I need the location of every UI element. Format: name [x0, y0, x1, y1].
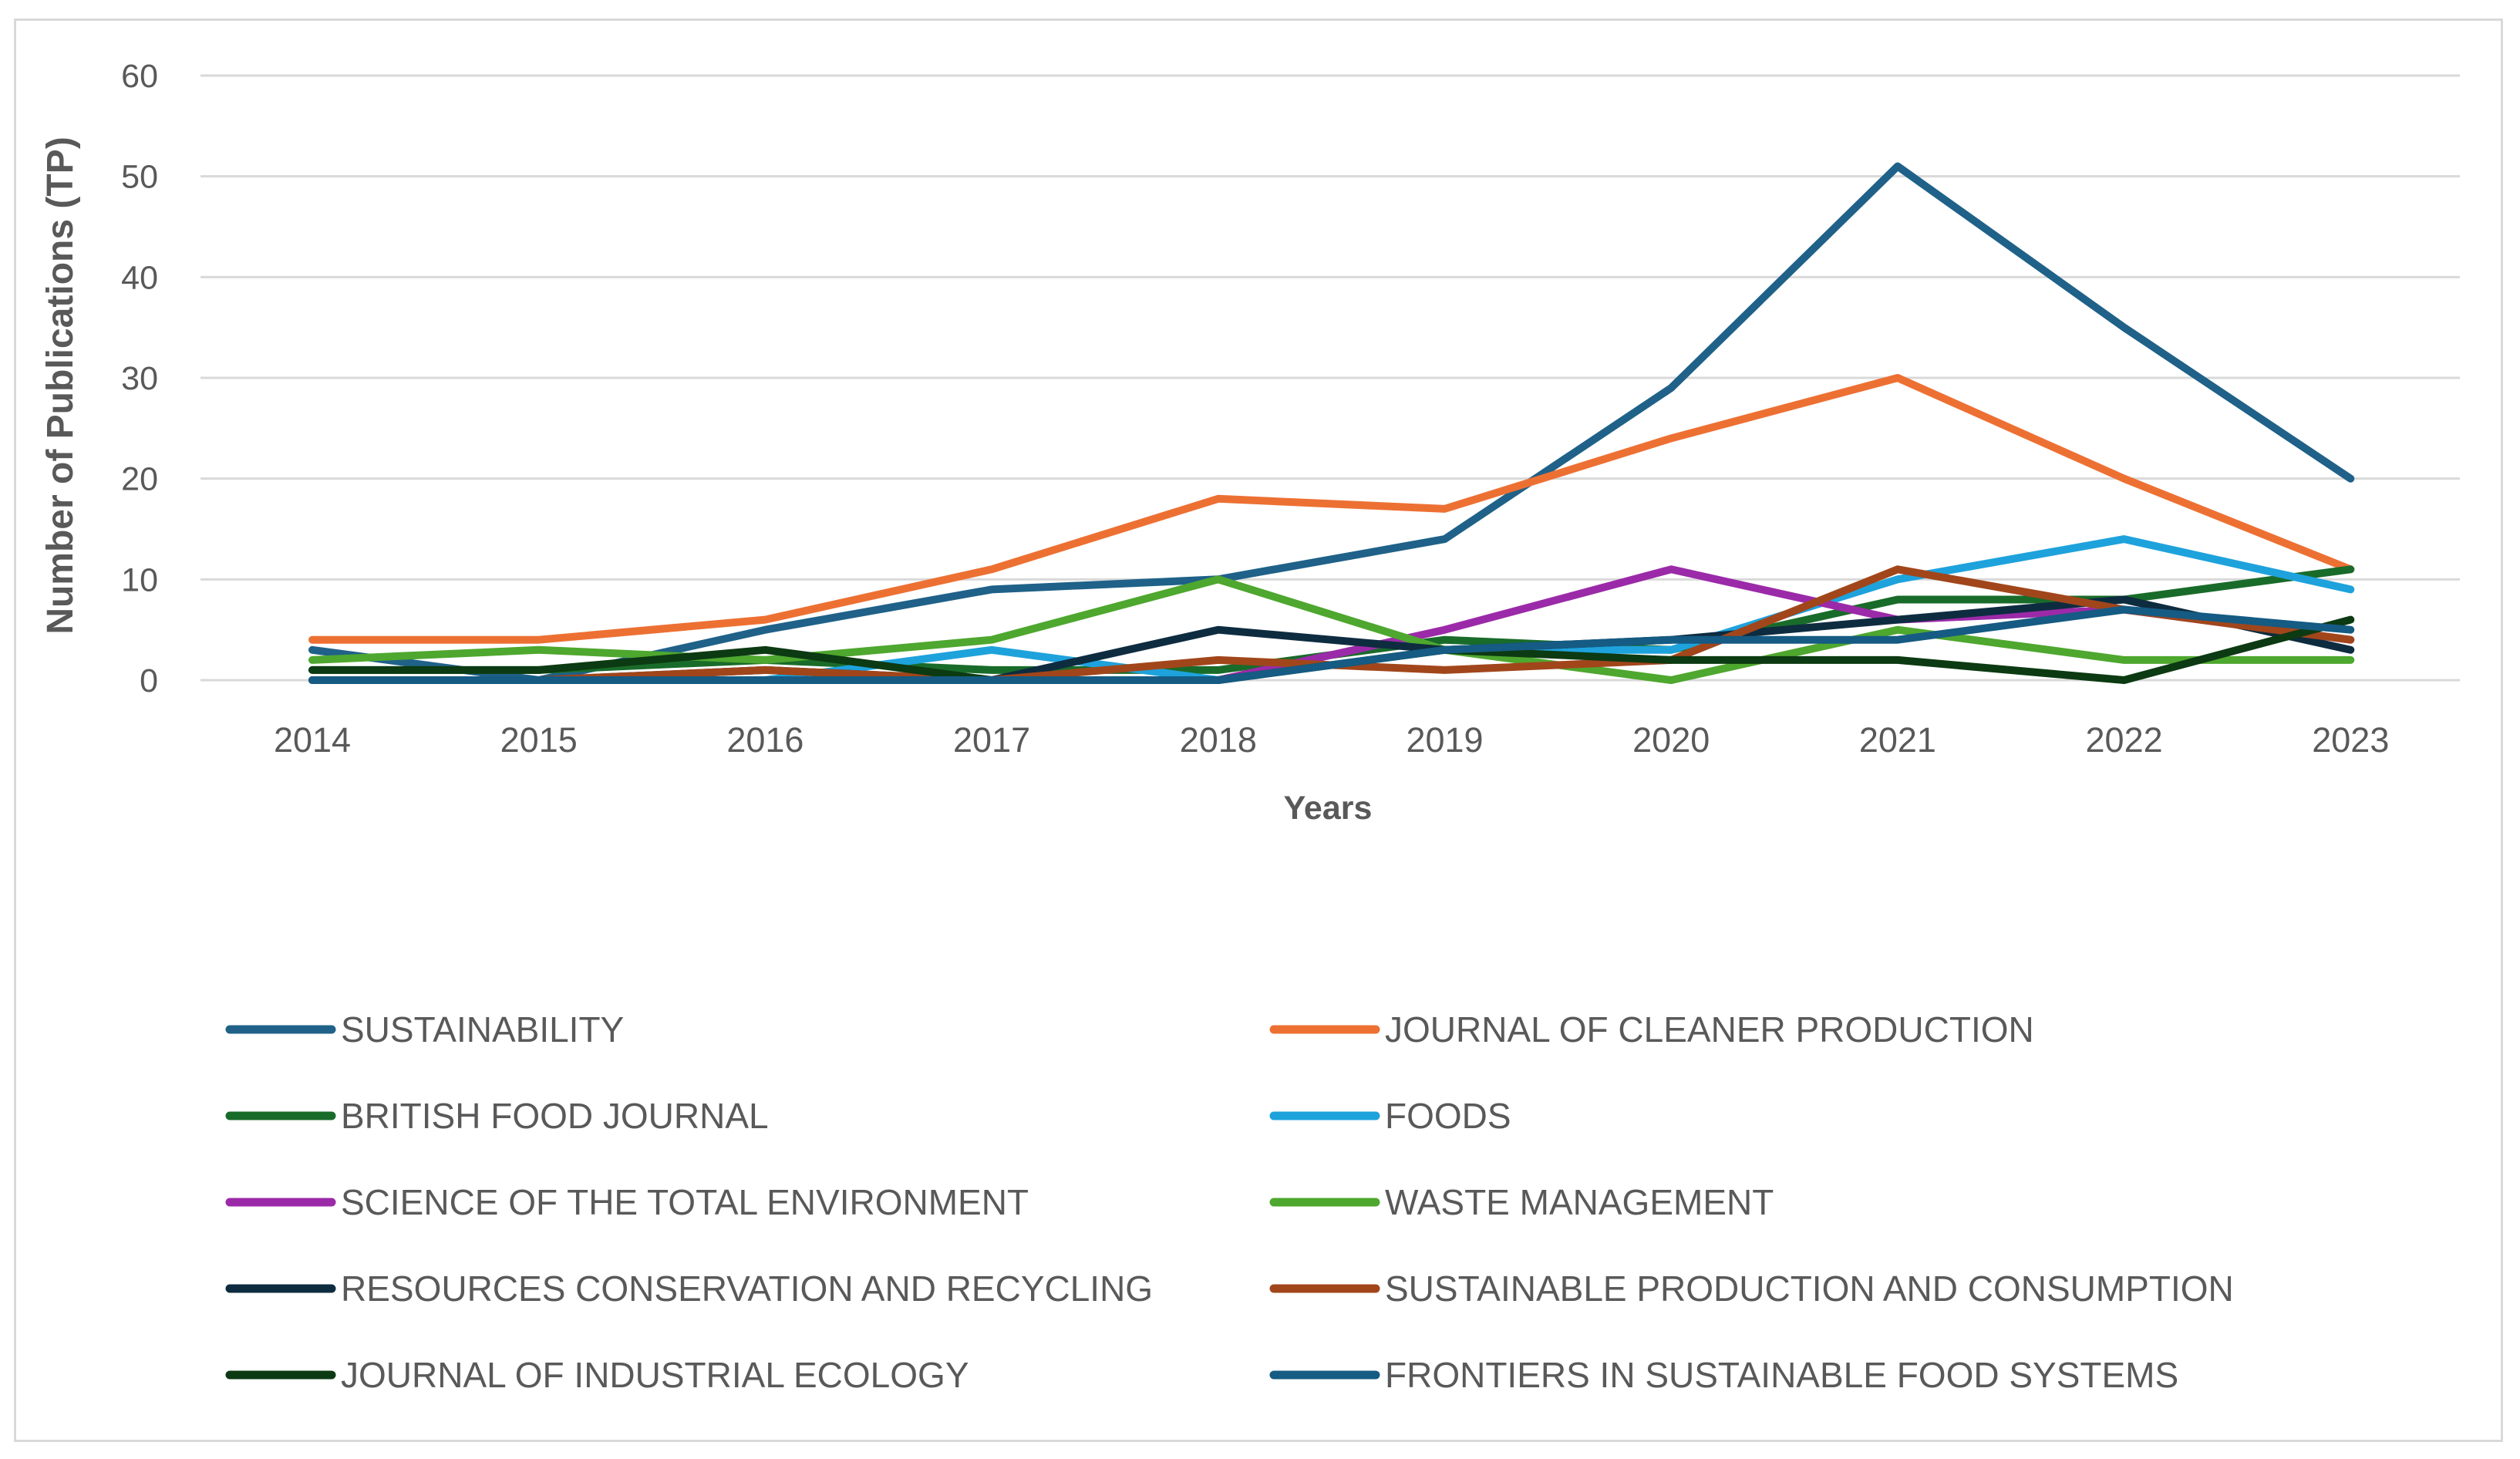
legend: SUSTAINABILITY JOURNAL OF CLEANER PRODUCT… — [225, 1009, 2234, 1395]
x-axis-ticks: 2014 2015 2016 2017 2018 2019 2020 2021 2022 2023 — [274, 720, 2389, 760]
series-line-waste-management — [308, 575, 2355, 684]
legend-label-british-food-journal: BRITISH FOOD JOURNAL — [341, 1096, 769, 1136]
y-tick-label: 50 — [121, 159, 158, 196]
legend-label-foods: FOODS — [1385, 1096, 1511, 1136]
legend-label-sustainable-production-and-consumption: SUSTAINABLE PRODUCTION AND CONSUMPTION — [1385, 1269, 2234, 1309]
y-tick-label: 0 — [140, 662, 158, 699]
legend-label-frontiers-in-sustainable-food-systems: FRONTIERS IN SUSTAINABLE FOOD SYSTEMS — [1385, 1355, 2178, 1395]
x-tick-label: 2015 — [500, 720, 578, 760]
series-line-frontiers-in-sustainable-food-systems — [308, 605, 2355, 684]
y-tick-label: 40 — [121, 259, 158, 296]
x-tick-label: 2023 — [2312, 720, 2389, 760]
x-tick-label: 2016 — [726, 720, 804, 760]
y-axis-ticks: 0 10 20 30 40 50 60 — [121, 58, 158, 699]
y-tick-label: 60 — [121, 58, 158, 95]
x-axis-label: Years — [1284, 790, 1373, 827]
legend-label-resources-conservation-and-recycling: RESOURCES CONSERVATION AND RECYCLING — [341, 1269, 1153, 1309]
y-tick-label: 10 — [121, 561, 158, 598]
y-tick-label: 30 — [121, 360, 158, 397]
legend-label-journal-of-cleaner-production: JOURNAL OF CLEANER PRODUCTION — [1385, 1009, 2034, 1050]
x-tick-label: 2014 — [274, 720, 351, 760]
legend-label-waste-management: WASTE MANAGEMENT — [1385, 1182, 1774, 1222]
x-tick-label: 2021 — [1859, 720, 1936, 760]
legend-label-science-of-the-total-environment: SCIENCE OF THE TOTAL ENVIRONMENT — [341, 1182, 1029, 1222]
series-line-journal-of-cleaner-production — [308, 374, 2355, 644]
x-tick-label: 2022 — [2086, 720, 2163, 760]
x-tick-label: 2019 — [1406, 720, 1483, 760]
legend-label-sustainability: SUSTAINABILITY — [341, 1009, 624, 1050]
series-lines — [308, 162, 2355, 684]
x-tick-label: 2020 — [1632, 720, 1710, 760]
x-tick-label: 2018 — [1180, 720, 1257, 760]
gridlines — [200, 74, 2460, 682]
legend-label-journal-of-industrial-ecology: JOURNAL OF INDUSTRIAL ECOLOGY — [341, 1355, 969, 1395]
chart-frame — [14, 19, 2503, 1442]
x-tick-label: 2017 — [953, 720, 1030, 760]
y-axis-label: Number of Publications (TP) — [40, 136, 81, 634]
y-tick-label: 20 — [121, 461, 158, 498]
